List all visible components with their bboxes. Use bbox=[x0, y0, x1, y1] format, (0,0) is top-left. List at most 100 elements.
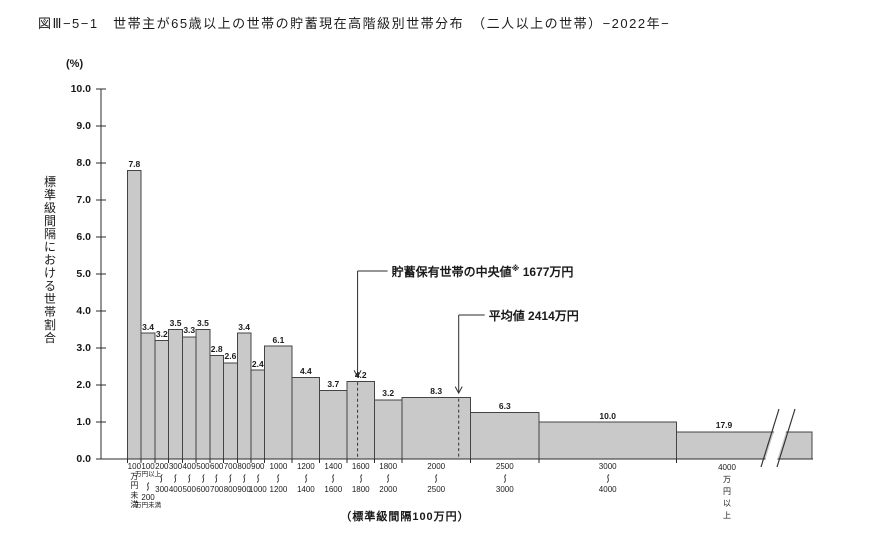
histogram-bar bbox=[470, 411, 540, 460]
axis-break-slash bbox=[776, 408, 796, 468]
bar-value-label: 3.7 bbox=[327, 379, 340, 390]
range-tilde-icon bbox=[155, 474, 168, 483]
x-category-label: 1400 1600 bbox=[324, 462, 343, 494]
histogram-bar bbox=[223, 362, 238, 460]
x-category-label: 900 1000 bbox=[248, 462, 267, 494]
x-category-label: 100 万円以上 200 万円未満 bbox=[135, 462, 162, 509]
x-category-label: 400 500 bbox=[182, 462, 196, 494]
y-tick-label: 9.0 bbox=[76, 120, 91, 132]
histogram-bar bbox=[236, 332, 252, 460]
range-tilde-icon bbox=[270, 474, 288, 483]
bar-value-label: 2.4 bbox=[251, 358, 264, 369]
range-tilde-icon bbox=[237, 474, 250, 483]
x-category-label: 1200 1400 bbox=[296, 462, 315, 494]
x-category-label: 2000 2500 bbox=[427, 462, 446, 494]
y-tick-label: 3.0 bbox=[76, 342, 91, 354]
range-tilde-icon bbox=[599, 474, 617, 483]
figure-title: 図Ⅲ−5−1 世帯主が65歳以上の世帯の貯蓄現在高階級別世帯分布 （二人以上の世… bbox=[38, 16, 671, 31]
histogram-bar bbox=[291, 377, 321, 460]
x-category-label: 1000 1200 bbox=[269, 462, 288, 494]
range-tilde-icon bbox=[135, 482, 161, 491]
range-tilde-icon bbox=[249, 474, 267, 483]
y-tick-label: 1.0 bbox=[76, 416, 91, 428]
x-category-label: 300 400 bbox=[168, 462, 183, 494]
histogram-bar bbox=[209, 354, 225, 460]
annotation-arrowhead bbox=[353, 370, 362, 378]
x-category-label: 4000 万円以上 bbox=[718, 463, 736, 520]
median-annotation-text: 貯蓄保有世帯の中央値 bbox=[391, 265, 512, 279]
y-axis-unit-label: (%) bbox=[66, 58, 84, 70]
range-tilde-icon bbox=[496, 474, 514, 483]
bar-value-label: 3.2 bbox=[155, 329, 168, 340]
range-tilde-icon bbox=[324, 474, 342, 483]
y-tick-label: 7.0 bbox=[76, 194, 91, 206]
histogram-bar bbox=[373, 399, 403, 460]
y-tick-label: 10.0 bbox=[70, 83, 91, 95]
y-tick-label: 2.0 bbox=[76, 379, 91, 391]
bar-value-label: 3.3 bbox=[183, 325, 196, 336]
histogram-bar bbox=[154, 340, 170, 460]
median-note-mark: ※ bbox=[511, 264, 520, 273]
histogram-bar bbox=[675, 431, 813, 460]
median-annotation: 貯蓄保有世帯の中央値※ 1677万円 bbox=[392, 263, 574, 280]
range-tilde-icon bbox=[352, 474, 370, 483]
bar-value-label: 7.8 bbox=[128, 158, 141, 169]
x-category-label: 700 800 bbox=[223, 462, 238, 494]
annotation-arrowhead bbox=[454, 386, 463, 395]
bar-value-label: 3.5 bbox=[197, 318, 209, 328]
bar-value-label: 3.5 bbox=[169, 318, 182, 328]
mean-annotation: 平均値 2414万円 bbox=[489, 307, 579, 324]
histogram-bar bbox=[127, 169, 142, 460]
range-tilde-icon bbox=[210, 474, 223, 483]
bar-value-label: 2.6 bbox=[224, 351, 237, 362]
axis-break-slash bbox=[760, 408, 780, 468]
histogram-bar bbox=[140, 332, 156, 460]
median-annotation-value: 1677万円 bbox=[522, 265, 574, 279]
histogram-bar bbox=[181, 336, 197, 460]
axis-break-gap bbox=[763, 409, 793, 467]
y-tick-label: 0.0 bbox=[76, 453, 91, 465]
x-category-label: 3000 4000 bbox=[598, 462, 617, 494]
histogram-bar bbox=[250, 369, 266, 460]
x-category-label: 100 万円未満 bbox=[127, 462, 142, 509]
bar-value-label: 8.3 bbox=[430, 386, 443, 397]
mean-annotation-value: 2414万円 bbox=[528, 309, 579, 323]
histogram-bar bbox=[346, 380, 375, 460]
histogram-bar bbox=[168, 329, 183, 460]
y-tick-label: 6.0 bbox=[76, 231, 91, 243]
histogram-bar bbox=[538, 421, 677, 460]
bar-value-label: 6.3 bbox=[498, 400, 511, 411]
y-tick-label: 5.0 bbox=[76, 268, 91, 280]
y-tick-label: 8.0 bbox=[76, 157, 91, 169]
bar-value-label: 4.2 bbox=[354, 369, 367, 380]
bar-value-label: 10.0 bbox=[599, 410, 616, 421]
range-tilde-icon bbox=[169, 474, 182, 483]
x-category-label: 1600 1800 bbox=[351, 462, 370, 494]
x-category-label: 500 600 bbox=[196, 462, 210, 494]
histogram-bar bbox=[264, 345, 293, 460]
x-category-label: 600 700 bbox=[209, 462, 224, 494]
y-axis-title: 標準級間隔における世帯割合 bbox=[43, 175, 56, 345]
range-tilde-icon bbox=[379, 474, 397, 483]
histogram-bar bbox=[319, 390, 348, 460]
x-category-label: 2500 3000 bbox=[495, 462, 514, 494]
histogram-bar bbox=[401, 397, 471, 460]
histogram-bar bbox=[195, 329, 211, 460]
range-tilde-icon bbox=[297, 474, 315, 483]
bar-value-label: 4.4 bbox=[299, 366, 312, 377]
mean-annotation-text: 平均値 bbox=[488, 309, 525, 323]
bar-value-label: 3.4 bbox=[142, 321, 154, 332]
bar-value-label: 6.1 bbox=[272, 334, 285, 345]
range-tilde-icon bbox=[427, 474, 445, 483]
range-tilde-icon bbox=[224, 474, 237, 483]
bar-value-label: 17.9 bbox=[715, 420, 733, 431]
x-category-label: 800 900 bbox=[237, 462, 251, 494]
range-tilde-icon bbox=[196, 474, 209, 483]
y-tick-label: 4.0 bbox=[76, 305, 91, 317]
bar-value-label: 3.2 bbox=[382, 388, 395, 399]
range-tilde-icon bbox=[183, 474, 196, 483]
x-category-label: 200 300 bbox=[155, 462, 169, 494]
x-axis-footer-label: （標準級間隔100万円） bbox=[340, 511, 470, 523]
